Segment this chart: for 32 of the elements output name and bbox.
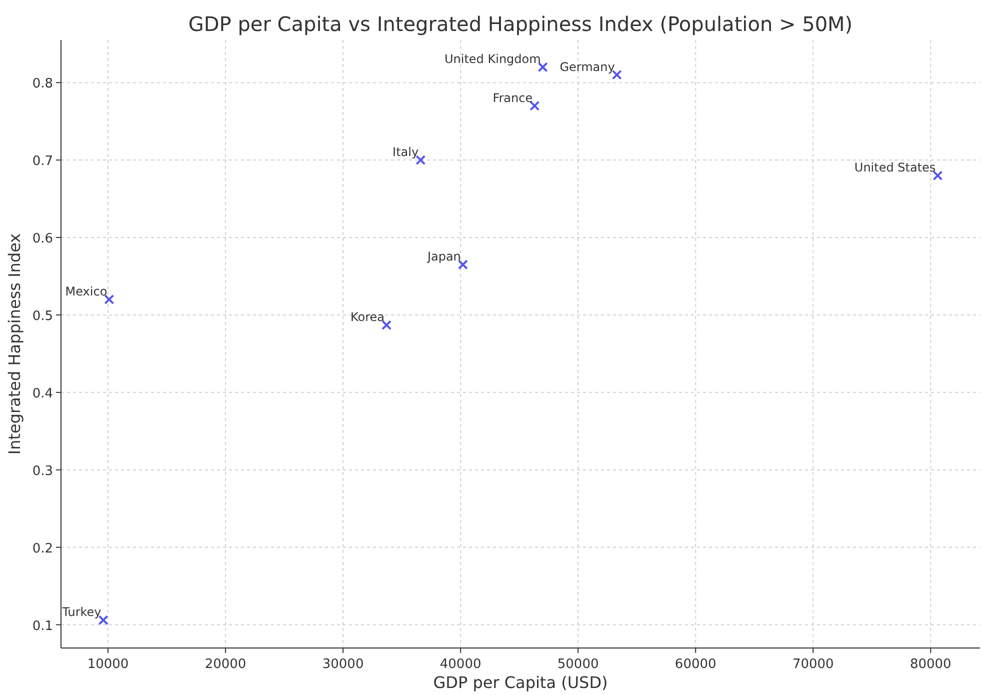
y-tick-label: 0.3 (32, 464, 53, 479)
annotation: United Kingdom (444, 52, 541, 66)
annotation: Japan (426, 250, 461, 264)
y-tick-label: 0.6 (32, 232, 53, 247)
y-axis-title: Integrated Happiness Index (5, 233, 24, 455)
x-tick-label: 80000 (910, 657, 952, 672)
point (104, 294, 114, 304)
y-tick-label: 0.2 (32, 541, 53, 556)
x-tick-label: 10000 (87, 657, 129, 672)
x-tick-label: 70000 (792, 657, 834, 672)
y-tick-label: 0.4 (32, 386, 53, 402)
y-tick-label: 0.5 (32, 308, 53, 324)
annotation: United States (854, 160, 936, 175)
annotation: Germany (560, 60, 615, 74)
annotation: Italy (392, 145, 419, 160)
x-tick-label: 20000 (204, 657, 246, 672)
chart-title: GDP per Capita vs Integrated Happiness Index (Population > 50M) (188, 12, 853, 36)
y-tick-label: 0.7 (32, 154, 53, 170)
annotation: Mexico (65, 284, 108, 298)
point (382, 320, 392, 330)
y-tick-label: 0.8 (32, 76, 53, 92)
point (530, 100, 540, 111)
annotation: Turkey (61, 605, 102, 620)
x-tick-label: 40000 (440, 657, 482, 672)
x-tick-label: 60000 (674, 657, 716, 672)
point (932, 170, 943, 181)
x-axis-title: GDP per Capita (USD) (433, 673, 608, 692)
x-tick-label: 30000 (322, 657, 364, 672)
x-tick-label: 50000 (557, 657, 599, 672)
annotation: Korea (350, 310, 385, 324)
annotation: France (492, 90, 533, 105)
y-tick-label: 0.1 (32, 618, 53, 634)
